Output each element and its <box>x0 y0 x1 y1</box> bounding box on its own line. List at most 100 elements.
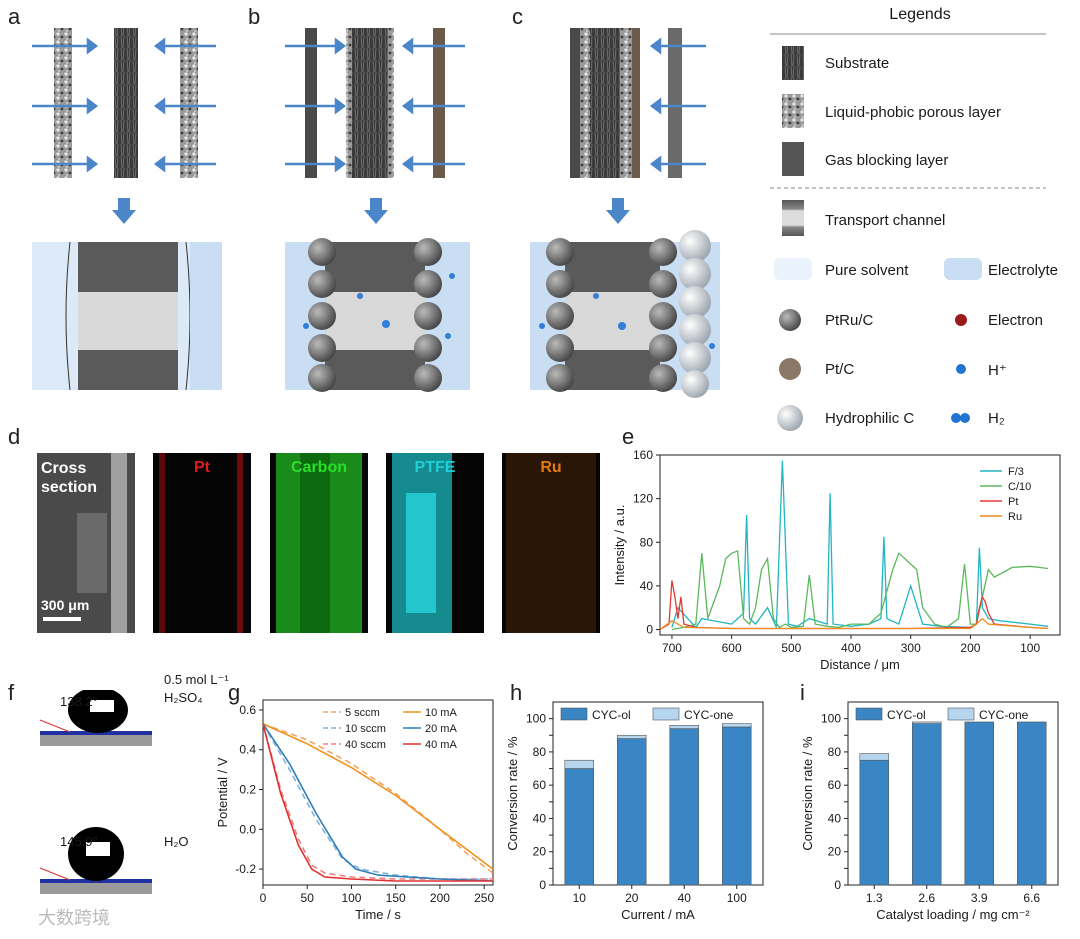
g-ytick-label-0.6: 0.6 <box>239 703 256 717</box>
g-legend-label-5: 40 mA <box>425 739 457 751</box>
g-xtick-label-100: 100 <box>341 891 361 905</box>
chart-g: Time / s Potential / V 0 50 100 150 200 250 -0.2… <box>215 699 494 922</box>
e-series-F-3 <box>671 460 1049 629</box>
h-bar-20-CYC-one <box>617 734 647 739</box>
i-legend-swatch-0 <box>855 707 883 721</box>
panel-label-b: b <box>248 4 261 29</box>
angle-bottom: 145.9° <box>60 834 98 849</box>
legend-title: Legends <box>889 6 951 23</box>
h-legend-label-1: CYC-one <box>684 708 734 722</box>
e-ytick-label-160: 160 <box>633 448 653 462</box>
i-legend-swatch-1 <box>947 707 975 721</box>
em-carbon-map: Carbon <box>270 453 368 633</box>
e-xlabel: Distance / μm <box>820 657 900 672</box>
h-bar-10-CYC-one <box>564 759 594 769</box>
legend-porous-layer: Liquid-phobic porous layer <box>825 104 1001 121</box>
angle-top: 138.2° <box>60 694 98 709</box>
panel-label-g: g <box>228 680 241 705</box>
h-ytick-label-100: 100 <box>526 712 546 726</box>
h-xlabel: Current / mA <box>621 907 695 922</box>
i-ytick-label-0: 0 <box>834 878 841 892</box>
h-xtick-label-1: 20 <box>625 891 639 905</box>
schematic-abc <box>32 28 720 398</box>
h-ytick-label-0: 0 <box>539 878 546 892</box>
h-xtick-label-3: 100 <box>727 891 747 905</box>
i-xtick-label-1: 2.6 <box>918 891 935 905</box>
panel-label-a: a <box>8 4 21 29</box>
h-ytick-label-60: 60 <box>533 778 547 792</box>
panel-label-i: i <box>800 680 805 705</box>
g-ylabel: Potential / V <box>215 757 230 827</box>
panel-b-bottom <box>285 238 470 392</box>
i-xlabel: Catalyst loading / mg cm⁻² <box>876 907 1030 922</box>
e-xtick-label-100: 100 <box>1020 641 1040 655</box>
e-ytick-label-120: 120 <box>633 492 653 506</box>
legend-icons <box>770 33 1046 431</box>
legend-transport-channel: Transport channel <box>825 212 946 229</box>
g-legend-label-3: 10 mA <box>425 707 457 719</box>
g-xtick-label-150: 150 <box>386 891 406 905</box>
i-bar-6.6-CYC-ol <box>1017 721 1047 886</box>
g-xtick-label-50: 50 <box>301 891 315 905</box>
panel-label-c: c <box>512 4 523 29</box>
panel-label-d: d <box>8 424 21 449</box>
panel-label-e: e <box>622 424 635 449</box>
chart-h: Current / mA Conversion rate / % 0 20 40 60 80… <box>505 701 764 922</box>
e-ytick-label-40: 40 <box>640 579 654 593</box>
legend-ptc: Pt/C <box>825 361 855 378</box>
em-pt-label: Pt <box>194 459 210 476</box>
g-ytick-label-0: 0.0 <box>239 822 256 836</box>
e-ylabel: Intensity / a.u. <box>612 505 627 586</box>
h-frame <box>552 701 764 886</box>
em-ru-label: Ru <box>540 459 562 476</box>
h-xtick-label-2: 40 <box>678 891 692 905</box>
panel-a-bottom <box>32 241 222 391</box>
i-bar-3.9-CYC-ol <box>964 721 994 886</box>
legend-substrate: Substrate <box>825 55 890 72</box>
e-xtick-label-600: 600 <box>722 641 742 655</box>
i-bar-1.3-CYC-one <box>859 753 889 761</box>
h-xtick-label-0: 10 <box>573 891 587 905</box>
g-xtick-label-250: 250 <box>474 891 494 905</box>
g-xlabel: Time / s <box>355 907 401 922</box>
e-series-C-10 <box>671 550 1049 631</box>
watermark: 大数跨境 <box>38 908 110 928</box>
g-ytick-label-0.4: 0.4 <box>239 743 256 757</box>
e-xtick-label-300: 300 <box>901 641 921 655</box>
scale-bar-label: 300 μm <box>41 597 90 613</box>
g-legend-label-1: 10 sccm <box>345 723 386 735</box>
g-series-3 <box>262 723 494 870</box>
i-ytick-label-100: 100 <box>821 712 841 726</box>
g-series-4 <box>262 723 494 882</box>
e-legend-label-0: F/3 <box>1008 466 1024 478</box>
liquid-top-2: H₂SO₄ <box>164 690 203 705</box>
g-series-5 <box>262 723 493 882</box>
legend-electrolyte: Electrolyte <box>988 262 1059 279</box>
em-cross-section: Cross section 300 μm <box>37 453 135 633</box>
e-xtick-label-200: 200 <box>960 641 980 655</box>
h-bar-40-CYC-one <box>669 724 699 729</box>
g-ytick-label--0.2: -0.2 <box>235 862 256 876</box>
h-ytick-label-80: 80 <box>533 745 547 759</box>
liquid-top-1: 0.5 mol L⁻¹ <box>164 672 229 687</box>
i-ylabel: Conversion rate / % <box>800 736 815 851</box>
e-legend-label-1: C/10 <box>1008 481 1031 493</box>
i-bar-2.6-CYC-ol <box>912 723 942 886</box>
legend-pure-solvent: Pure solvent <box>825 262 909 279</box>
cross-label-1: Cross <box>41 460 87 477</box>
legend-gas-blocking: Gas blocking layer <box>825 152 949 169</box>
legend-hplus: H⁺ <box>988 362 1007 379</box>
panel-label-f: f <box>8 680 15 705</box>
e-series-Ru <box>659 617 1049 631</box>
e-legend-label-2: Pt <box>1008 496 1018 508</box>
h-legend-label-0: CYC-ol <box>592 708 631 722</box>
h-bar-100-CYC-one <box>722 723 752 728</box>
panel-c-layers <box>570 28 706 178</box>
i-xtick-label-3: 6.6 <box>1023 891 1040 905</box>
g-legend-label-2: 40 sccm <box>345 739 386 751</box>
legend-electron: Electron <box>988 312 1044 329</box>
g-xtick-label-0: 0 <box>260 891 267 905</box>
legend-ptru: PtRu/C <box>825 312 874 329</box>
g-series-0 <box>262 723 494 874</box>
chart-i: Catalyst loading / mg cm⁻² Conversion rat… <box>800 701 1059 922</box>
